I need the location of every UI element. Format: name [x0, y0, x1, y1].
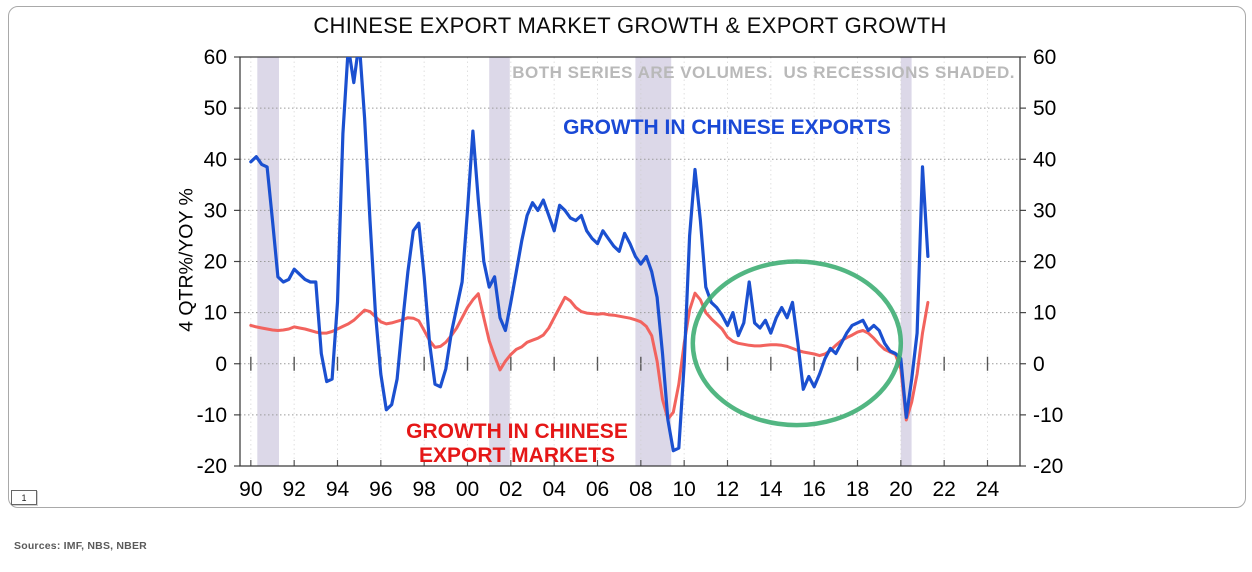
- x-tick-label: 02: [499, 478, 522, 501]
- x-tick-label: 24: [976, 478, 1000, 501]
- y-tick-label-right: 20: [1033, 251, 1056, 274]
- y-tick-label-right: 30: [1033, 199, 1056, 222]
- chart-card: [8, 6, 1246, 508]
- y-tick-label-left: 0: [215, 353, 227, 376]
- highlight-ellipse-annotation: [690, 259, 904, 428]
- red-series-label: GROWTH IN CHINESE EXPORT MARKETS: [406, 420, 628, 467]
- red-series-line: [249, 291, 930, 422]
- x-tick-label: 14: [759, 478, 783, 501]
- x-tick-label: 94: [326, 478, 350, 501]
- x-tick-label: 22: [932, 478, 955, 501]
- y-tick-label-right: 0: [1033, 353, 1045, 376]
- x-tick-label: 98: [412, 478, 435, 501]
- x-tick-label: 00: [456, 478, 479, 501]
- y-axis-label: 4 QTR%/YOY %: [175, 188, 198, 332]
- x-tick-label: 04: [542, 478, 566, 501]
- y-tick-label-left: -10: [197, 404, 227, 427]
- sources-note: Sources: IMF, NBS, NBER: [14, 540, 147, 552]
- x-tick-label: 92: [282, 478, 305, 501]
- x-tick-label: 10: [672, 478, 695, 501]
- page-number-box: 1: [11, 490, 37, 505]
- x-tick-label: 16: [802, 478, 825, 501]
- x-tick-label: 06: [586, 478, 609, 501]
- recession-band: [900, 57, 912, 466]
- y-tick-label-right: 40: [1033, 148, 1056, 171]
- y-tick-label-right: -10: [1033, 404, 1063, 427]
- y-tick-label-right: 50: [1033, 97, 1056, 120]
- chart-subtitle: BOTH SERIES ARE VOLUMES. US RECESSIONS S…: [512, 63, 1015, 82]
- x-tick-label: 18: [846, 478, 869, 501]
- y-tick-label-right: -20: [1033, 455, 1063, 478]
- x-tick-label: 96: [369, 478, 392, 501]
- y-tick-label-right: 60: [1033, 46, 1056, 69]
- x-tick-label: 90: [239, 478, 262, 501]
- chart-title: CHINESE EXPORT MARKET GROWTH & EXPORT GR…: [313, 13, 947, 38]
- blue-series-line: [249, 57, 930, 453]
- blue-series-label: GROWTH IN CHINESE EXPORTS: [563, 116, 891, 139]
- y-tick-label-right: 10: [1033, 302, 1056, 325]
- x-tick-label: 08: [629, 478, 652, 501]
- x-tick-label: 12: [716, 478, 739, 501]
- y-tick-label-left: 10: [204, 302, 227, 325]
- y-tick-label-left: 60: [204, 46, 227, 69]
- y-tick-label-left: -20: [197, 455, 227, 478]
- y-tick-label-left: 20: [204, 251, 227, 274]
- y-tick-label-left: 40: [204, 148, 227, 171]
- y-tick-label-left: 50: [204, 97, 227, 120]
- y-tick-label-left: 30: [204, 199, 227, 222]
- x-tick-label: 20: [889, 478, 912, 501]
